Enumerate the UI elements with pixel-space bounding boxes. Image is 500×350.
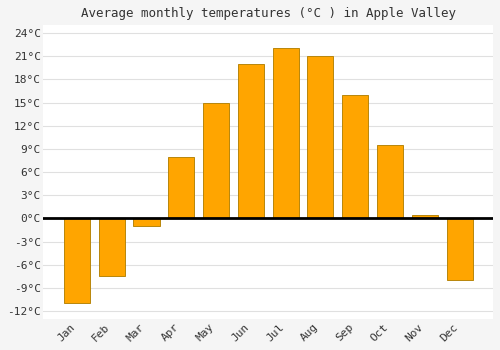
Bar: [272, 48, 298, 218]
Bar: [64, 218, 90, 303]
Bar: [342, 95, 368, 218]
Bar: [168, 157, 194, 218]
Bar: [412, 215, 438, 218]
Bar: [203, 103, 229, 218]
Title: Average monthly temperatures (°C ) in Apple Valley: Average monthly temperatures (°C ) in Ap…: [81, 7, 456, 20]
Bar: [377, 145, 403, 218]
Bar: [98, 218, 125, 276]
Bar: [308, 56, 334, 218]
Bar: [134, 218, 160, 226]
Bar: [446, 218, 472, 280]
Bar: [238, 64, 264, 218]
